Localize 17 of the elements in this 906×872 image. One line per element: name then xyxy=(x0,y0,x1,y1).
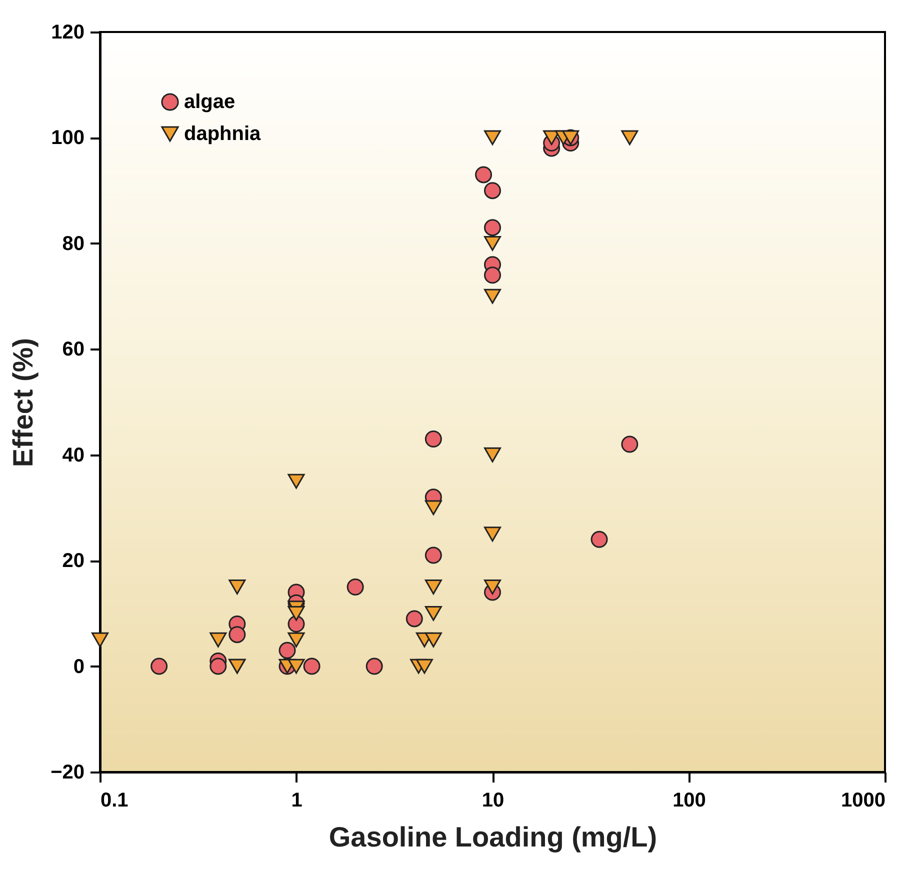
y-tick-label: 20 xyxy=(62,550,84,572)
x-tick-label: 0.1 xyxy=(100,790,128,812)
legend-label: algae xyxy=(184,91,236,113)
x-tick-label: 10 xyxy=(482,790,504,812)
y-tick-label: 40 xyxy=(62,444,84,466)
x-tick-label: 1000 xyxy=(841,790,886,812)
y-tick-label: 0 xyxy=(73,656,84,678)
y-tick-label: 80 xyxy=(62,232,84,255)
y-tick-label: −20 xyxy=(50,762,84,784)
y-tick-label: 120 xyxy=(51,22,84,44)
y-axis-title: Effect (%) xyxy=(8,338,39,468)
legend-label: daphnia xyxy=(184,123,262,145)
x-tick-label: 100 xyxy=(672,790,706,812)
x-tick-label: 1 xyxy=(291,790,302,812)
x-axis-title: Gasoline Loading (mg/L) xyxy=(328,822,658,852)
y-tick-label: 100 xyxy=(51,127,84,150)
y-tick-label: 60 xyxy=(62,338,84,361)
